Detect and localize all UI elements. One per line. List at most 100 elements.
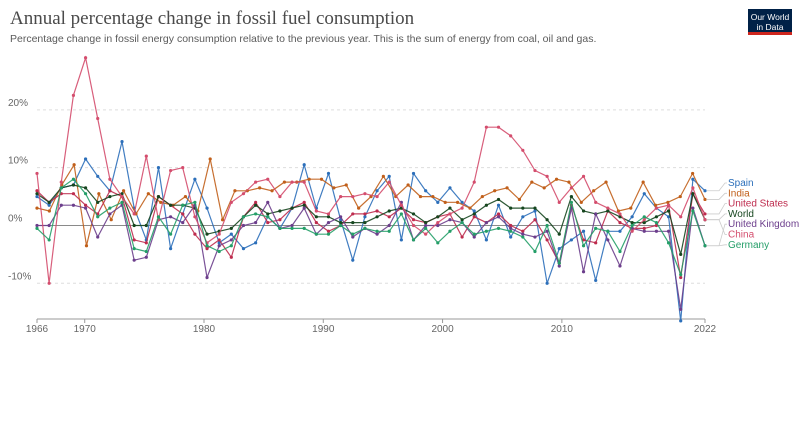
- data-point: [302, 200, 306, 204]
- data-point: [181, 212, 185, 216]
- data-point: [691, 206, 695, 210]
- data-point: [266, 215, 270, 219]
- data-point: [270, 189, 274, 193]
- data-point: [307, 177, 311, 181]
- data-point: [654, 229, 659, 233]
- data-point: [233, 189, 237, 193]
- y-tick-label: -10%: [8, 271, 31, 282]
- data-point: [217, 244, 221, 248]
- data-point: [35, 194, 39, 199]
- data-point: [35, 226, 39, 230]
- legend-label: China: [728, 230, 755, 241]
- data-point: [278, 218, 282, 222]
- data-point: [217, 232, 221, 236]
- data-point: [630, 229, 634, 233]
- data-point: [84, 244, 89, 248]
- data-point: [156, 215, 161, 219]
- data-point: [169, 232, 173, 236]
- data-point: [581, 229, 586, 233]
- data-point: [266, 220, 270, 225]
- data-point: [387, 209, 391, 213]
- data-point: [156, 166, 161, 170]
- data-point: [703, 218, 707, 222]
- data-point: [468, 206, 472, 210]
- chart-subtitle: Percentage change in fossil energy consu…: [10, 33, 597, 45]
- data-point: [642, 229, 646, 233]
- data-point: [679, 275, 683, 280]
- data-point: [411, 223, 416, 228]
- data-point: [375, 215, 379, 219]
- data-point: [181, 203, 185, 207]
- data-point: [521, 232, 525, 236]
- data-point: [254, 212, 258, 216]
- data-point: [120, 200, 124, 204]
- data-point: [302, 206, 306, 210]
- data-point: [411, 212, 416, 216]
- data-point: [205, 244, 209, 248]
- data-point: [554, 177, 559, 181]
- data-point: [496, 212, 501, 216]
- data-point: [120, 194, 124, 199]
- data-point: [363, 220, 367, 225]
- data-point: [108, 212, 112, 216]
- data-point: [424, 189, 428, 193]
- x-tick-label: 1970: [74, 324, 97, 335]
- data-point: [254, 200, 258, 204]
- data-point: [241, 192, 246, 196]
- data-point: [557, 232, 561, 236]
- owid-logo[interactable]: Our World in Data: [748, 9, 792, 35]
- data-point: [83, 186, 88, 190]
- data-point: [581, 244, 586, 248]
- data-point: [217, 249, 221, 254]
- data-point: [418, 194, 423, 199]
- data-point: [542, 186, 546, 190]
- data-point: [654, 220, 659, 225]
- data-point: [120, 140, 124, 144]
- data-point: [484, 203, 488, 207]
- data-point: [618, 229, 622, 233]
- data-point: [567, 180, 571, 184]
- legend-connector: [707, 192, 727, 200]
- data-point: [332, 186, 336, 190]
- data-point: [594, 200, 598, 204]
- data-point: [666, 200, 670, 204]
- data-point: [108, 177, 112, 181]
- data-point: [282, 180, 287, 184]
- data-point: [387, 223, 391, 228]
- data-point: [144, 154, 148, 158]
- data-point: [480, 194, 484, 199]
- data-point: [220, 218, 225, 222]
- data-point: [266, 177, 270, 181]
- data-point: [302, 226, 306, 230]
- data-point: [448, 212, 452, 216]
- data-point: [679, 307, 683, 311]
- data-point: [472, 212, 476, 216]
- data-point: [169, 203, 173, 207]
- data-point: [326, 212, 331, 216]
- data-point: [351, 220, 355, 225]
- data-point: [448, 186, 452, 190]
- data-point: [144, 249, 148, 254]
- data-point: [241, 247, 246, 251]
- data-point: [472, 209, 476, 213]
- data-point: [278, 194, 282, 199]
- data-point: [521, 215, 525, 219]
- data-point: [193, 200, 197, 204]
- data-point: [496, 203, 501, 207]
- data-point: [71, 183, 76, 187]
- data-point: [509, 206, 513, 210]
- data-point: [326, 171, 331, 176]
- data-point: [71, 203, 76, 207]
- data-point: [290, 223, 294, 228]
- data-point: [406, 183, 410, 187]
- data-point: [183, 194, 188, 199]
- data-point: [205, 247, 209, 251]
- data-point: [254, 220, 258, 225]
- data-point: [35, 206, 39, 210]
- data-point: [569, 186, 574, 190]
- data-point: [302, 163, 306, 167]
- data-point: [484, 229, 488, 233]
- data-point: [594, 241, 598, 245]
- data-point: [448, 206, 452, 210]
- x-tick-label: 2000: [431, 324, 454, 335]
